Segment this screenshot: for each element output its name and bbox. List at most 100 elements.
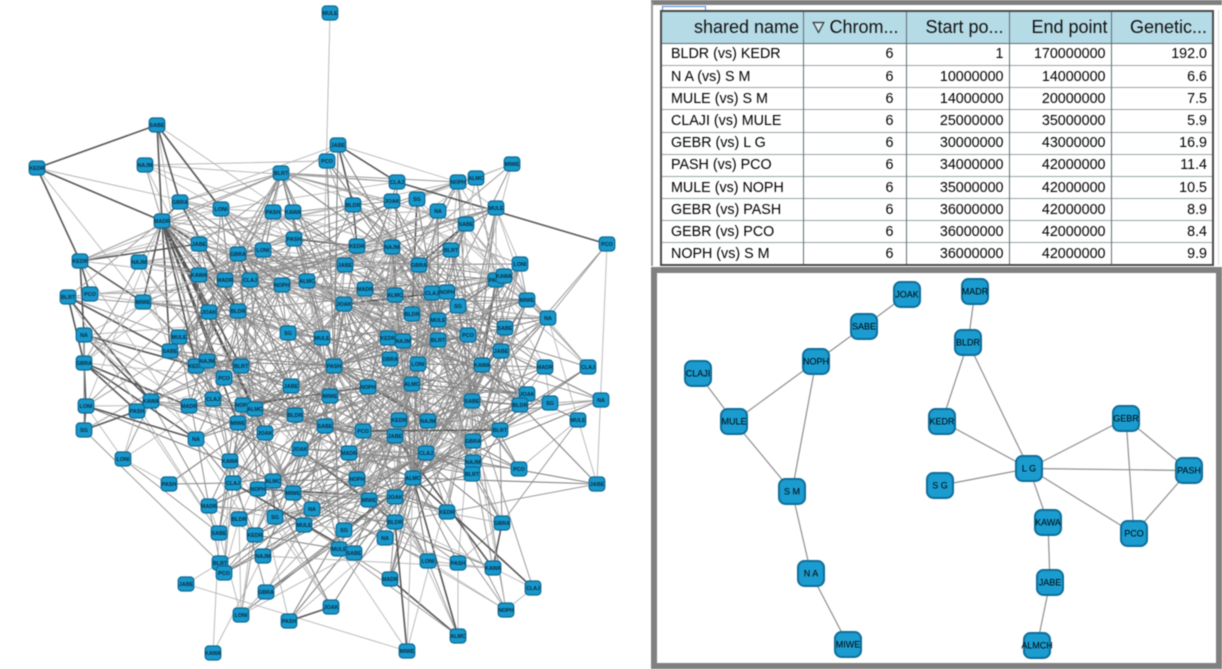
svg-text:JOAK: JOAK [293, 447, 308, 453]
svg-text:GBRA: GBRA [382, 357, 398, 363]
svg-text:CLAJ: CLAJ [419, 451, 433, 457]
svg-text:KEDR: KEDR [72, 259, 87, 265]
svg-text:SABE: SABE [163, 349, 178, 355]
svg-text:JOAK: JOAK [324, 605, 339, 611]
svg-text:SABE: SABE [347, 551, 362, 557]
svg-text:MIWE: MIWE [520, 298, 535, 304]
svg-text:LONI: LONI [257, 248, 270, 254]
svg-text:JOAK: JOAK [337, 302, 352, 308]
svg-text:KEDR: KEDR [439, 510, 454, 516]
svg-text:SG: SG [454, 304, 462, 310]
svg-text:JABE: JABE [179, 582, 194, 588]
svg-text:JABE: JABE [590, 482, 605, 488]
svg-text:CLAJ: CLAJ [206, 397, 220, 403]
svg-text:PCO: PCO [321, 159, 333, 165]
svg-text:MADR: MADR [217, 278, 233, 284]
svg-text:MADR: MADR [201, 504, 217, 510]
svg-text:PCO: PCO [1124, 528, 1144, 538]
svg-text:NAJM: NAJM [420, 419, 436, 425]
svg-text:GBRA: GBRA [465, 439, 481, 445]
svg-text:PASH: PASH [327, 364, 342, 370]
svg-text:GBRA: GBRA [76, 361, 92, 367]
svg-text:SABE: SABE [465, 399, 480, 405]
svg-text:NA: NA [544, 316, 552, 322]
svg-text:CLAJI: CLAJI [686, 368, 711, 378]
svg-text:CLAJ: CLAJ [526, 586, 540, 592]
svg-text:SABE: SABE [318, 424, 333, 430]
svg-text:NAJM: NAJM [255, 554, 271, 560]
svg-text:MULE: MULE [721, 416, 746, 426]
svg-text:ALMC: ALMC [405, 476, 421, 482]
svg-text:NOPH: NOPH [450, 180, 466, 186]
svg-text:SG: SG [546, 401, 554, 407]
svg-text:KAWA: KAWA [143, 399, 159, 405]
svg-text:JOAK: JOAK [388, 495, 403, 501]
svg-text:PCO: PCO [513, 467, 525, 473]
svg-text:NA: NA [597, 398, 605, 404]
svg-text:MADR: MADR [537, 365, 553, 371]
svg-text:LONI: LONI [235, 613, 248, 619]
svg-text:N A: N A [804, 568, 819, 578]
svg-text:LONI: LONI [412, 362, 425, 368]
svg-text:BLRT: BLRT [465, 472, 480, 478]
svg-text:MULE: MULE [296, 523, 312, 529]
svg-text:ALMC: ALMC [468, 176, 484, 182]
svg-text:PCO: PCO [357, 429, 369, 435]
svg-text:KAWA: KAWA [474, 363, 490, 369]
svg-text:JABE: JABE [284, 384, 299, 390]
svg-text:SABE: SABE [852, 321, 876, 331]
svg-text:ALMC: ALMC [247, 407, 263, 413]
svg-text:GBRA: GBRA [411, 263, 427, 269]
svg-text:BLDR: BLDR [288, 413, 303, 419]
svg-text:NOPH: NOPH [274, 283, 290, 289]
svg-text:KAWA: KAWA [285, 210, 301, 216]
svg-text:NOPH: NOPH [803, 356, 829, 366]
svg-text:MULE: MULE [570, 418, 586, 424]
svg-text:CLAJ: CLAJ [425, 291, 439, 297]
svg-text:BLRT: BLRT [493, 428, 508, 434]
svg-text:NOPH: NOPH [360, 385, 376, 391]
svg-text:MULE: MULE [314, 336, 330, 342]
svg-text:BLDR: BLDR [405, 312, 420, 318]
svg-text:KEDR: KEDR [349, 244, 364, 250]
svg-text:JOAK: JOAK [258, 431, 273, 437]
svg-text:LONI: LONI [422, 559, 435, 565]
svg-text:CLAJ: CLAJ [243, 278, 257, 284]
svg-text:BLRT: BLRT [444, 248, 459, 254]
svg-text:NAJM: NAJM [131, 260, 147, 266]
svg-text:SABE: SABE [498, 326, 513, 332]
svg-text:MADR: MADR [341, 451, 357, 457]
svg-text:JOAK: JOAK [520, 392, 535, 398]
svg-text:JABE: JABE [192, 242, 207, 248]
svg-text:SG: SG [284, 331, 292, 337]
svg-text:MULE: MULE [331, 547, 347, 553]
svg-text:NOPH: NOPH [349, 477, 365, 483]
svg-text:BLDR: BLDR [956, 337, 981, 347]
svg-text:CLAJ: CLAJ [390, 180, 404, 186]
svg-text:NAJM: NAJM [199, 359, 215, 365]
svg-text:MIWE: MIWE [505, 162, 520, 168]
svg-text:SABE: SABE [212, 531, 227, 537]
svg-text:ALMC: ALMC [450, 634, 466, 640]
svg-text:JABE: JABE [388, 434, 403, 440]
svg-text:PASH: PASH [451, 561, 466, 567]
svg-text:MIWE: MIWE [286, 491, 301, 497]
svg-text:PASH: PASH [1177, 465, 1201, 475]
svg-text:KEDR: KEDR [247, 533, 262, 539]
svg-text:NOPH: NOPH [250, 487, 266, 493]
svg-text:JOAK: JOAK [895, 289, 919, 299]
svg-text:KEDR: KEDR [29, 166, 44, 172]
svg-text:BLDR: BLDR [513, 403, 528, 409]
svg-text:KAWA: KAWA [205, 651, 221, 657]
svg-text:BLRT: BLRT [431, 338, 446, 344]
svg-text:BLDR: BLDR [231, 309, 246, 315]
svg-text:PCO: PCO [218, 571, 230, 577]
svg-text:KEDR: KEDR [188, 364, 203, 370]
svg-text:KEDR: KEDR [380, 336, 395, 342]
svg-text:SABE: SABE [459, 222, 474, 228]
svg-text:MADR: MADR [962, 286, 989, 296]
svg-text:L G: L G [1022, 463, 1036, 473]
svg-text:JABE: JABE [1039, 577, 1062, 587]
svg-text:GBRA: GBRA [230, 252, 246, 258]
svg-text:BLRT: BLRT [61, 295, 76, 301]
